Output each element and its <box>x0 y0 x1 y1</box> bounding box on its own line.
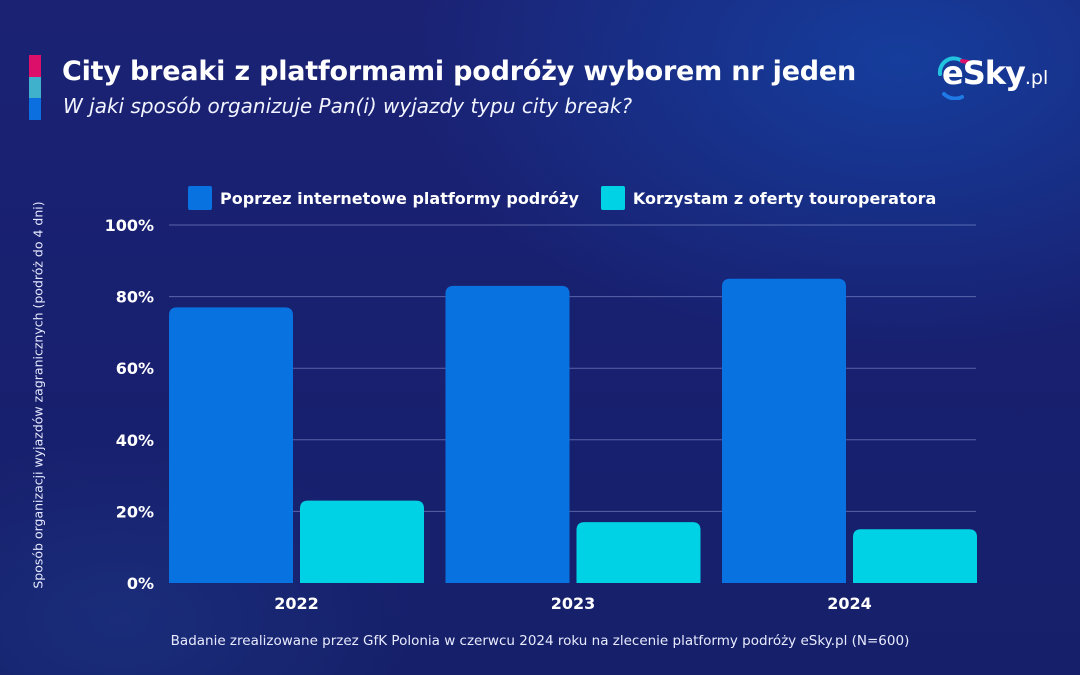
bar-2024-platforms <box>722 278 846 583</box>
legend-swatch-platforms <box>188 186 212 210</box>
bar-2024-touroperator <box>853 529 977 583</box>
y-tick-label: 0% <box>127 574 154 593</box>
y-tick-label: 40% <box>116 431 154 450</box>
x-tick-label: 2024 <box>827 594 872 613</box>
y-tick-label: 60% <box>116 359 154 378</box>
chart-subtitle: W jaki sposób organizuje Pan(i) wyjazdy … <box>63 94 633 118</box>
bar-2023-touroperator <box>576 522 701 583</box>
legend-swatch-touroperator <box>600 186 625 210</box>
x-tick-label: 2022 <box>274 594 319 613</box>
footnote: Badanie zrealizowane przez GfK Polonia w… <box>170 633 910 649</box>
accent-bar-blue <box>29 98 41 120</box>
logo-arc-icon <box>937 56 970 100</box>
accent-bar-pink <box>29 55 41 77</box>
legend-label-platforms: Poprzez internetowe platformy podróży <box>220 188 579 208</box>
logo-text: eSky.pl <box>942 54 1049 92</box>
legend-label-touroperator: Korzystam z oferty touroperatora <box>632 188 937 208</box>
y-tick-label: 100% <box>105 216 154 235</box>
legend: Poprzez internetowe platformy podróży Ko… <box>188 186 958 210</box>
legend-item-touroperator: Korzystam z oferty touroperatora <box>600 186 937 210</box>
bar-2022-touroperator <box>300 500 424 583</box>
legend-item-platforms: Poprzez internetowe platformy podróży <box>188 186 579 210</box>
x-tick-label: 2023 <box>551 594 596 613</box>
accent-bar-cyan <box>29 77 41 98</box>
bar-2022-platforms <box>169 307 293 583</box>
chart-title: City breaki z platformami podróży wybore… <box>62 56 857 87</box>
y-tick-label: 80% <box>116 288 154 307</box>
esky-logo: eSky.pl <box>932 52 1057 100</box>
bar-2023-platforms <box>445 285 570 583</box>
y-tick-label: 20% <box>116 502 154 521</box>
